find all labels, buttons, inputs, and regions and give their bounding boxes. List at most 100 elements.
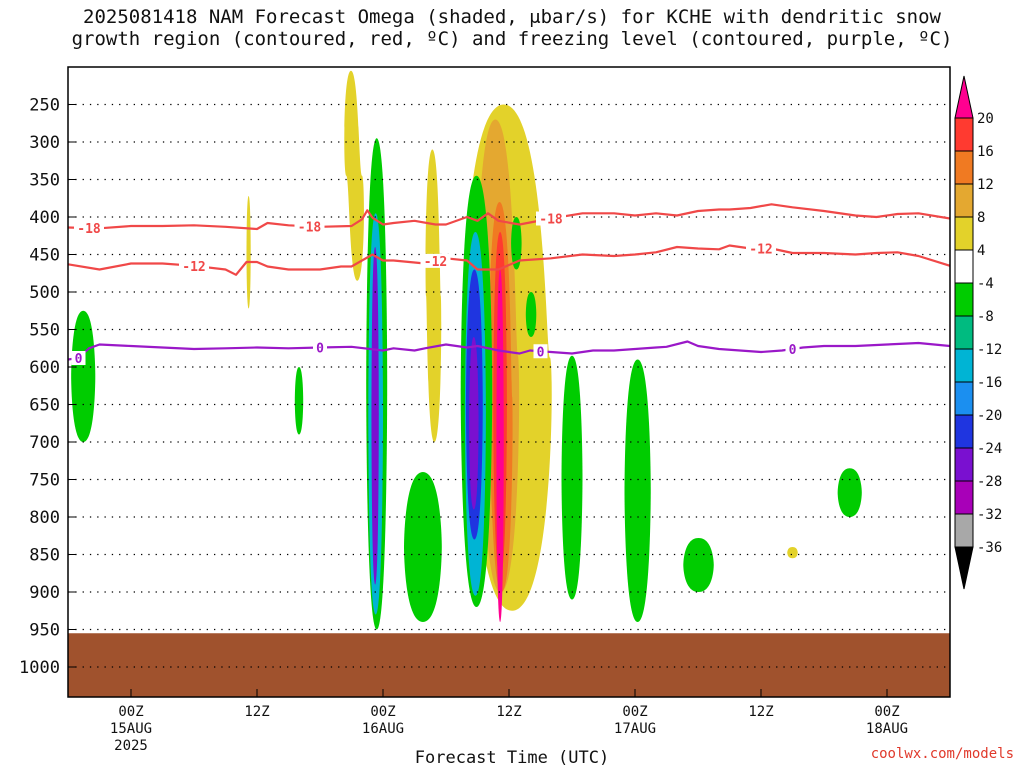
x-tick-label-2: 00Z <box>370 704 395 720</box>
y-tick-label-450: 450 <box>29 246 60 266</box>
contour-label-bg-2-2 <box>533 344 548 359</box>
omega-region-12 <box>371 247 379 585</box>
contour-label-1-1: -12 <box>424 255 447 270</box>
contour-label-bg-1-2 <box>746 241 776 256</box>
ground-fill <box>68 633 950 697</box>
colorbar-swatch-6 <box>954 282 974 317</box>
colorbar-label-11: -28 <box>977 474 1002 490</box>
temperature-contours: -18 -18 -18 -12 -12 -12 0 0 0 0 <box>68 203 950 367</box>
contour-label-2-3: 0 <box>789 343 797 358</box>
omega-region-23 <box>837 468 862 517</box>
omega-region-22 <box>683 538 714 592</box>
colorbar-label-4: 4 <box>977 243 985 259</box>
colorbar-swatch-5 <box>954 249 974 284</box>
x-tick-label-4: 00Z <box>622 704 647 720</box>
colorbar-top-arrow <box>954 75 974 119</box>
contour-label-bg-2-1 <box>313 340 327 355</box>
contour-label-2-2: 0 <box>537 345 545 360</box>
omega-region-19 <box>525 292 537 337</box>
colorbar-label-9: -20 <box>977 408 1002 424</box>
colorbar-swatch-1 <box>954 117 974 152</box>
y-tick-label-600: 600 <box>29 358 60 378</box>
colorbar-bottom-arrow <box>954 546 974 590</box>
colorbar-swatch-12 <box>954 480 974 515</box>
contour-label-1-0: -12 <box>182 260 205 275</box>
y-tick-label-650: 650 <box>29 396 60 416</box>
contour-label-bg-1-1 <box>420 253 451 268</box>
contour-label-bg-2-0 <box>71 351 86 365</box>
y-tick-label-400: 400 <box>29 208 60 228</box>
colorbar-label-7: -12 <box>977 342 1002 358</box>
y-tick-label-550: 550 <box>29 321 60 341</box>
omega-region-17 <box>469 337 479 510</box>
colorbar-label-5: -4 <box>977 276 994 292</box>
x-tick-date-0: 15AUG <box>110 721 152 737</box>
plot-frame <box>67 66 951 698</box>
omega-region-24 <box>787 547 798 559</box>
x-tick-label-3: 12Z <box>496 704 521 720</box>
contour-line--18 <box>68 203 950 231</box>
y-axis-ticks: 250 300 350 400 450 500 550 600 650 700 750 800 850 9… <box>19 96 76 678</box>
x-tick-label-1: 12Z <box>244 704 269 720</box>
y-tick-label-850: 850 <box>29 546 60 566</box>
colorbar-label-12: -32 <box>977 507 1002 523</box>
x-tick-label-6: 00Z <box>874 704 899 720</box>
omega-region-18 <box>511 217 522 270</box>
colorbar-label-2: 12 <box>977 177 994 193</box>
x-axis-label: Forecast Time (UTC) <box>414 748 610 768</box>
contour-label-bg-0-0 <box>74 221 104 235</box>
x-tick-date-4: 17AUG <box>614 721 656 737</box>
omega-region-21 <box>624 359 651 622</box>
colorbar-swatch-3 <box>954 183 974 218</box>
omega-region-7 <box>496 269 504 622</box>
omega-region-20 <box>561 355 583 600</box>
x-tick-label-5: 12Z <box>748 704 773 720</box>
y-tick-label-500: 500 <box>29 283 60 303</box>
colorbar-swatch-7 <box>954 315 974 350</box>
y-tick-label-950: 950 <box>29 621 60 641</box>
x-tick-label-0: 00Z <box>118 704 143 720</box>
y-tick-label-800: 800 <box>29 508 60 528</box>
y-tick-label-350: 350 <box>29 171 60 191</box>
y-tick-label-250: 250 <box>29 96 60 116</box>
contour-label-1-2: -12 <box>749 243 772 258</box>
contour-label-bg-0-1 <box>294 219 325 234</box>
colorbar-label-6: -8 <box>977 309 994 325</box>
colorbar-swatch-4 <box>954 216 974 251</box>
colorbar-swatch-2 <box>954 150 974 185</box>
colorbar-swatch-11 <box>954 447 974 482</box>
omega-region-13 <box>404 472 442 622</box>
colorbar-label-1: 16 <box>977 144 994 160</box>
contour-label-0-0: -18 <box>77 222 101 237</box>
colorbar-label-10: -24 <box>977 441 1002 457</box>
colorbar-swatch-10 <box>954 414 974 449</box>
colorbar-swatch-13 <box>954 513 974 548</box>
omega-shading <box>71 70 862 630</box>
x-tick-year-0: 2025 <box>114 738 148 754</box>
y-tick-label-1000: 1000 <box>19 658 60 678</box>
contour-line-0 <box>68 340 950 361</box>
contour-label-2-1: 0 <box>316 342 324 357</box>
contour-label-bg-0-2 <box>536 211 566 226</box>
x-tick-date-6: 18AUG <box>866 721 908 737</box>
colorbar-label-13: -36 <box>977 540 1002 556</box>
credit-text: coolwx.com/models <box>870 746 1014 762</box>
colorbar-swatch-8 <box>954 348 974 383</box>
contour-label-0-1: -18 <box>298 220 322 235</box>
colorbar-label-8: -16 <box>977 375 1002 391</box>
y-tick-label-900: 900 <box>29 583 60 603</box>
contour-label-2-0: 0 <box>75 352 83 367</box>
omega-region-0 <box>344 70 364 281</box>
colorbar-label-0: 20 <box>977 111 994 127</box>
contour-label-bg-1-0 <box>179 258 209 273</box>
colorbar-swatch-9 <box>954 381 974 416</box>
grid-lines <box>68 103 950 668</box>
x-tick-date-2: 16AUG <box>362 721 404 737</box>
y-tick-label-700: 700 <box>29 433 60 453</box>
contour-label-bg-2-3 <box>785 342 800 356</box>
y-tick-label-300: 300 <box>29 133 60 153</box>
colorbar-label-3: 8 <box>977 210 985 226</box>
colorbar: 20 16 12 8 4 -4 -8 -12 -16 -20 -24 -28 -32 -36 <box>954 75 1002 590</box>
